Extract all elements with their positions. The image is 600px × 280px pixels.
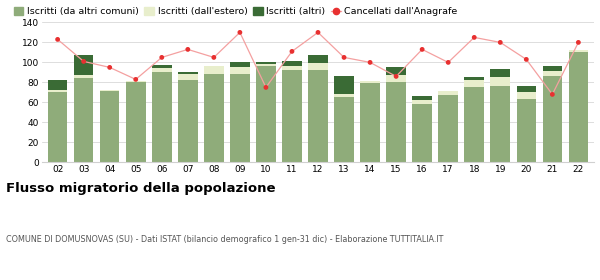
Point	[391, 74, 401, 79]
Point	[261, 85, 271, 90]
Point	[235, 30, 245, 35]
Bar	[230, 74, 250, 162]
Bar	[204, 74, 224, 162]
Bar	[361, 81, 380, 83]
Bar	[282, 70, 302, 162]
Point	[339, 55, 349, 60]
Bar	[412, 101, 432, 104]
Bar	[152, 66, 172, 68]
Point	[365, 60, 375, 65]
Bar	[334, 76, 354, 94]
Bar	[308, 63, 328, 70]
Bar	[542, 66, 562, 71]
Point	[287, 49, 297, 54]
Bar	[517, 92, 536, 99]
Bar	[100, 91, 119, 162]
Bar	[48, 80, 67, 90]
Bar	[178, 80, 197, 162]
Bar	[386, 82, 406, 162]
Bar	[334, 97, 354, 162]
Bar	[412, 96, 432, 101]
Bar	[308, 55, 328, 63]
Bar	[178, 74, 197, 80]
Bar	[256, 66, 275, 162]
Bar	[256, 64, 275, 66]
Point	[496, 40, 505, 45]
Point	[131, 77, 140, 82]
Bar	[569, 50, 588, 52]
Bar	[542, 71, 562, 76]
Bar	[230, 67, 250, 74]
Bar	[386, 75, 406, 82]
Bar	[178, 73, 197, 74]
Bar	[152, 73, 172, 162]
Point	[469, 35, 479, 40]
Bar	[491, 77, 510, 87]
Bar	[412, 104, 432, 162]
Bar	[361, 83, 380, 162]
Bar	[464, 87, 484, 162]
Text: Flusso migratorio della popolazione: Flusso migratorio della popolazione	[6, 182, 275, 195]
Point	[157, 55, 167, 60]
Point	[79, 59, 88, 64]
Point	[418, 47, 427, 52]
Bar	[126, 81, 146, 82]
Point	[443, 60, 453, 65]
Bar	[569, 52, 588, 162]
Bar	[204, 66, 224, 74]
Bar	[152, 68, 172, 73]
Bar	[439, 91, 458, 95]
Bar	[491, 69, 510, 77]
Bar	[48, 90, 67, 92]
Bar	[256, 62, 275, 64]
Bar	[48, 92, 67, 162]
Bar	[517, 99, 536, 162]
Bar	[74, 55, 94, 75]
Bar	[74, 75, 94, 78]
Bar	[282, 61, 302, 66]
Text: COMUNE DI DOMUSNOVAS (SU) - Dati ISTAT (bilancio demografico 1 gen-31 dic) - Ela: COMUNE DI DOMUSNOVAS (SU) - Dati ISTAT (…	[6, 235, 443, 244]
Bar	[230, 62, 250, 67]
Point	[105, 65, 115, 70]
Point	[53, 37, 62, 42]
Bar	[542, 76, 562, 162]
Bar	[282, 66, 302, 70]
Point	[183, 47, 193, 52]
Bar	[491, 87, 510, 162]
Bar	[464, 77, 484, 80]
Bar	[334, 94, 354, 97]
Bar	[126, 82, 146, 162]
Point	[521, 57, 531, 62]
Bar	[517, 87, 536, 92]
Bar	[100, 90, 119, 91]
Legend: Iscritti (da altri comuni), Iscritti (dall'estero), Iscritti (altri), Cancellati: Iscritti (da altri comuni), Iscritti (da…	[14, 7, 458, 16]
Point	[548, 92, 557, 97]
Bar	[74, 78, 94, 162]
Bar	[308, 70, 328, 162]
Bar	[386, 67, 406, 75]
Bar	[439, 95, 458, 162]
Point	[574, 40, 583, 45]
Bar	[464, 80, 484, 87]
Point	[209, 55, 218, 60]
Point	[313, 30, 323, 35]
